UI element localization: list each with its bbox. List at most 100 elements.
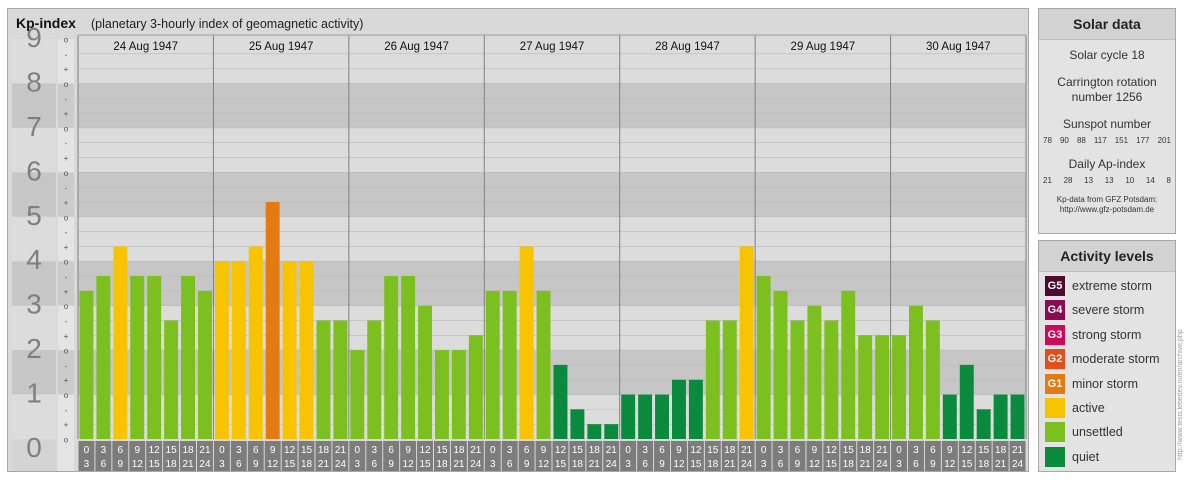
sunspot-value: 201 bbox=[1157, 136, 1171, 145]
legend-item-g5: G5 extreme storm bbox=[1045, 276, 1152, 296]
solar-data-title: Solar data bbox=[1039, 9, 1175, 40]
kp-minor-label: + bbox=[64, 198, 69, 207]
kp-bar bbox=[536, 290, 551, 439]
hour-end-label: 12 bbox=[944, 459, 956, 470]
kp-bar bbox=[621, 394, 636, 439]
hour-end-label: 9 bbox=[659, 459, 665, 470]
sunspot-value: 78 bbox=[1043, 136, 1052, 145]
hour-box bbox=[518, 441, 535, 471]
kp-minor-label: + bbox=[64, 421, 69, 430]
hour-end-label: 9 bbox=[930, 459, 936, 470]
kp-minor-label: o bbox=[64, 124, 69, 133]
kp-minor-band bbox=[58, 394, 74, 439]
hour-end-label: 18 bbox=[978, 459, 990, 470]
hour-start-label: 18 bbox=[860, 445, 872, 456]
legend-label-quiet: quiet bbox=[1072, 450, 1100, 464]
day-label: 27 Aug 1947 bbox=[520, 41, 585, 53]
hour-box bbox=[772, 441, 789, 471]
kp-bar bbox=[147, 276, 162, 439]
kp-minor-label: o bbox=[64, 347, 69, 356]
hour-end-label: 3 bbox=[84, 459, 90, 470]
carrington-line2: number 1256 bbox=[1071, 90, 1143, 104]
hour-start-label: 0 bbox=[490, 445, 496, 456]
kp-bar bbox=[672, 379, 686, 439]
hour-box bbox=[467, 441, 484, 471]
kp-bar bbox=[909, 305, 923, 439]
kp-minor-band bbox=[58, 172, 74, 217]
day-label: 28 Aug 1947 bbox=[655, 41, 720, 53]
hour-start-label: 21 bbox=[1012, 445, 1024, 456]
hour-start-label: 21 bbox=[877, 445, 889, 456]
day-label: 26 Aug 1947 bbox=[384, 41, 449, 53]
kp-minor-label: + bbox=[64, 65, 69, 74]
hour-start-label: 18 bbox=[318, 445, 330, 456]
hour-start-label: 15 bbox=[572, 445, 584, 456]
hour-end-label: 15 bbox=[419, 459, 431, 470]
kp-bar bbox=[722, 320, 737, 439]
hour-box bbox=[941, 441, 958, 471]
hour-start-label: 21 bbox=[470, 445, 482, 456]
hour-box bbox=[197, 441, 213, 471]
ap-value: 21 bbox=[1043, 176, 1052, 185]
gfz-credit-link[interactable]: http://www.gfz-potsdam.de bbox=[1059, 205, 1155, 214]
kp-bar bbox=[299, 261, 314, 439]
hour-box bbox=[840, 441, 857, 471]
kp-bar bbox=[181, 276, 195, 439]
kp-minor-band bbox=[58, 216, 74, 262]
hour-box bbox=[95, 441, 112, 471]
hour-box bbox=[247, 441, 264, 471]
hour-box bbox=[315, 441, 332, 471]
legend-label-g3: strong storm bbox=[1072, 328, 1142, 342]
hour-end-label: 18 bbox=[572, 459, 584, 470]
day-label: 30 Aug 1947 bbox=[926, 41, 991, 53]
hour-box bbox=[1009, 441, 1026, 471]
hour-start-label: 15 bbox=[978, 445, 990, 456]
legend-swatch-g1: G1 bbox=[1045, 374, 1065, 394]
kp-bar bbox=[790, 320, 805, 439]
day-label: 29 Aug 1947 bbox=[791, 41, 856, 53]
kp-minor-label: o bbox=[64, 258, 69, 267]
kp-bar bbox=[875, 335, 890, 439]
hour-start-label: 12 bbox=[826, 445, 838, 456]
hour-start-label: 6 bbox=[524, 445, 530, 456]
kp-major-label: 0 bbox=[26, 432, 42, 463]
side-credit: http://www.tesis.lebedev.ru/en/archive.p… bbox=[1177, 250, 1184, 470]
hour-end-label: 24 bbox=[199, 459, 211, 470]
kp-major-label: 2 bbox=[26, 333, 42, 364]
kp-minor-label: + bbox=[64, 110, 69, 119]
hour-box bbox=[552, 441, 569, 471]
kp-minor-label: + bbox=[64, 154, 69, 163]
legend-label-active: active bbox=[1072, 401, 1105, 415]
hour-end-label: 15 bbox=[826, 459, 838, 470]
hour-start-label: 3 bbox=[236, 445, 242, 456]
day-label: 25 Aug 1947 bbox=[249, 41, 314, 53]
ap-value: 13 bbox=[1104, 176, 1114, 185]
hour-box bbox=[484, 441, 501, 471]
kp-bar bbox=[401, 276, 416, 439]
kp-bar bbox=[468, 335, 483, 439]
kp-bar bbox=[553, 364, 568, 439]
sunspot-value: 177 bbox=[1136, 136, 1150, 145]
solar-cycle: Solar cycle 18 bbox=[1069, 48, 1145, 62]
kp-bar bbox=[96, 276, 111, 439]
kp-minor-label: o bbox=[64, 436, 69, 445]
kp-minor-label: - bbox=[65, 406, 68, 415]
legend-swatch-active bbox=[1045, 398, 1065, 418]
hour-start-label: 0 bbox=[355, 445, 361, 456]
kp-minor-label: o bbox=[64, 391, 69, 400]
kp-major-label: 1 bbox=[26, 378, 42, 409]
hour-box bbox=[687, 441, 704, 471]
kp-bar bbox=[892, 335, 906, 439]
kp-minor-label: o bbox=[64, 80, 69, 89]
kp-minor-label: - bbox=[65, 139, 68, 148]
kp-band bbox=[78, 172, 1026, 217]
hour-box bbox=[874, 441, 891, 471]
hour-end-label: 9 bbox=[524, 459, 530, 470]
kp-major-label: 7 bbox=[26, 111, 42, 142]
sunspot-title: Sunspot number bbox=[1062, 117, 1152, 131]
hour-end-label: 24 bbox=[606, 459, 618, 470]
hour-start-label: 3 bbox=[778, 445, 784, 456]
legend-item-g2: G2 moderate storm bbox=[1045, 349, 1160, 369]
kp-minor-label: - bbox=[65, 273, 68, 282]
